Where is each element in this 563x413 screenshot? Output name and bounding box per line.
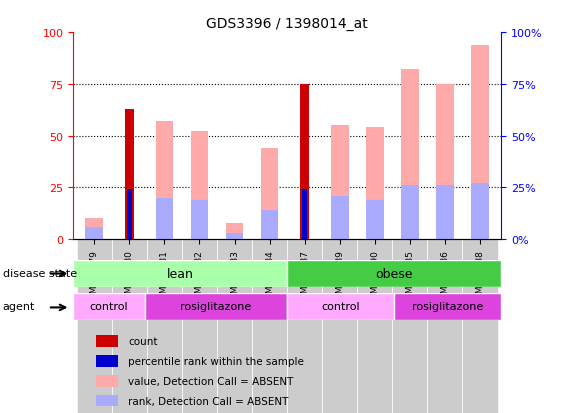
Bar: [331, 126, 348, 240]
Bar: [86, 227, 103, 240]
Bar: [147, 240, 182, 413]
Bar: [462, 240, 498, 413]
Bar: [226, 233, 243, 240]
Text: rosiglitazone: rosiglitazone: [412, 301, 483, 312]
Bar: [358, 240, 392, 413]
Bar: [471, 45, 489, 240]
Bar: [112, 240, 147, 413]
Bar: [73, 260, 287, 287]
Bar: [217, 240, 252, 413]
Bar: [96, 395, 118, 406]
Bar: [261, 149, 278, 240]
Bar: [191, 132, 208, 240]
Bar: [302, 190, 307, 240]
Text: count: count: [128, 336, 158, 346]
Title: GDS3396 / 1398014_at: GDS3396 / 1398014_at: [206, 17, 368, 31]
Bar: [182, 240, 217, 413]
Text: percentile rank within the sample: percentile rank within the sample: [128, 356, 304, 366]
Bar: [155, 198, 173, 240]
Bar: [322, 240, 358, 413]
Bar: [392, 240, 427, 413]
Bar: [401, 186, 419, 240]
Bar: [77, 240, 112, 413]
Bar: [96, 375, 118, 387]
Bar: [366, 200, 383, 240]
Bar: [436, 186, 454, 240]
Text: agent: agent: [3, 301, 35, 311]
Bar: [287, 260, 501, 287]
Text: value, Detection Call = ABSENT: value, Detection Call = ABSENT: [128, 376, 293, 386]
Bar: [125, 109, 133, 240]
Bar: [155, 122, 173, 240]
Bar: [252, 240, 287, 413]
Text: lean: lean: [167, 267, 194, 280]
Text: obese: obese: [376, 267, 413, 280]
Bar: [471, 184, 489, 240]
Bar: [287, 240, 322, 413]
Bar: [226, 223, 243, 240]
Text: control: control: [321, 301, 360, 312]
Bar: [427, 240, 462, 413]
Bar: [331, 196, 348, 240]
Bar: [191, 200, 208, 240]
Bar: [96, 355, 118, 367]
Bar: [366, 128, 383, 240]
Bar: [96, 335, 118, 347]
Text: rank, Detection Call = ABSENT: rank, Detection Call = ABSENT: [128, 396, 288, 406]
Text: disease state: disease state: [3, 268, 77, 278]
Bar: [73, 293, 145, 320]
Bar: [261, 211, 278, 240]
Bar: [127, 190, 132, 240]
Bar: [394, 293, 501, 320]
Bar: [300, 85, 309, 240]
Bar: [145, 293, 287, 320]
Bar: [86, 219, 103, 240]
Bar: [401, 70, 419, 240]
Text: control: control: [90, 301, 128, 312]
Bar: [287, 293, 394, 320]
Text: rosiglitazone: rosiglitazone: [180, 301, 252, 312]
Bar: [436, 85, 454, 240]
